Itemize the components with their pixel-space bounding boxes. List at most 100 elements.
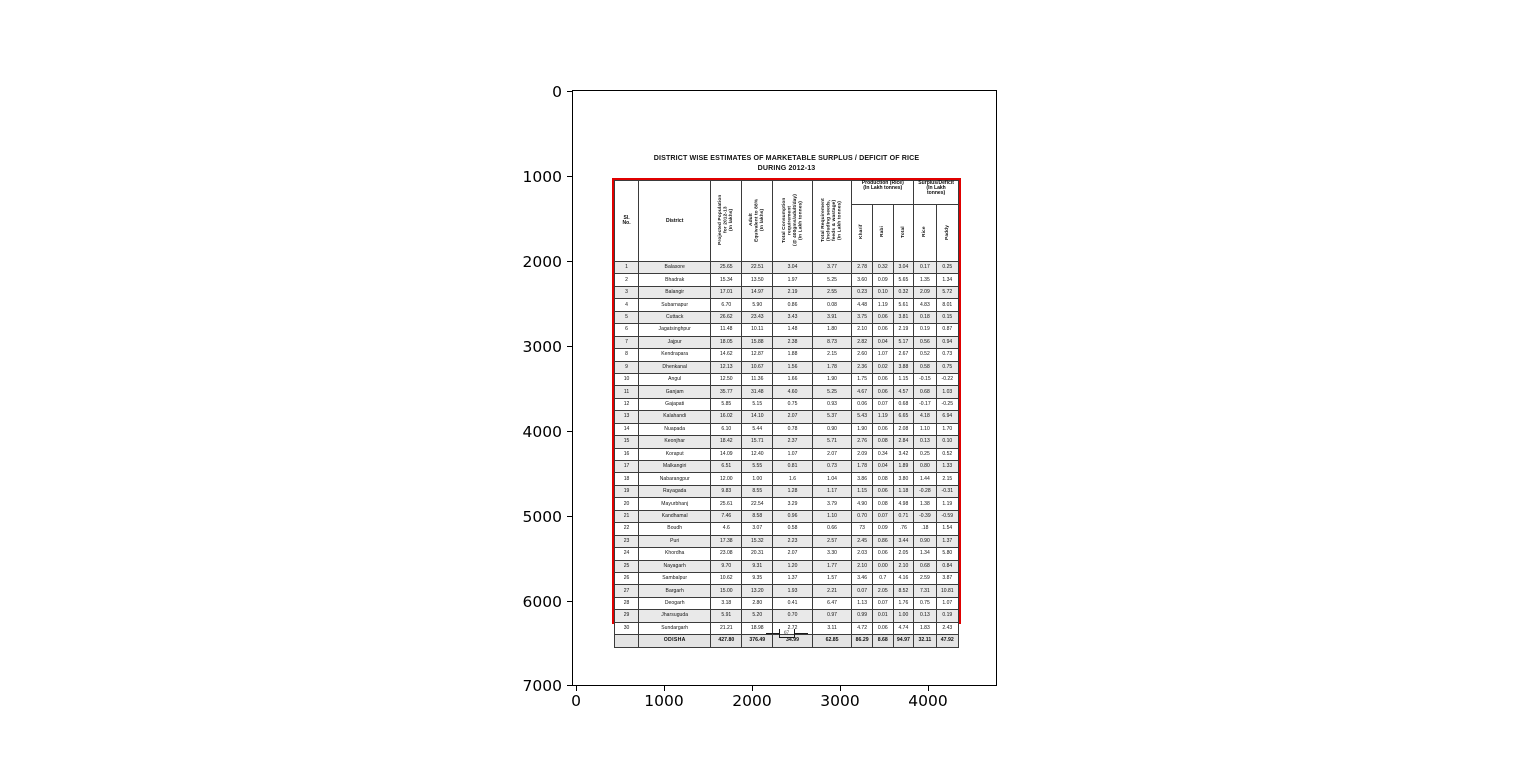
cell-adult-equivalent: 31.48 xyxy=(741,385,774,399)
cell-total-consumption: 1.37 xyxy=(772,571,813,586)
cell-total-requirement: 3.77 xyxy=(811,261,853,275)
cell-surplus-rice: 1.10 xyxy=(913,422,937,437)
cell-projected-population: 18.05 xyxy=(710,335,743,350)
cell-district: Koraput xyxy=(638,447,712,462)
x-tick-label: 2000 xyxy=(732,692,772,710)
cell-district: Boudh xyxy=(638,522,712,536)
cell-surplus-rice: -0.28 xyxy=(913,484,937,499)
table-row: 25 Nayagarh 9.70 9.31 1.20 1.77 2.10 0.00 2.10 0.… xyxy=(613,559,960,574)
cell-surplus-paddy: 2.15 xyxy=(935,472,960,486)
cell-sl-no: 18 xyxy=(613,472,640,486)
x-tick-mark xyxy=(840,686,842,691)
cell-total-requirement: 2.15 xyxy=(811,348,853,362)
col-header-total-consumption-label: Total Consumption requirement (@ 400gms/… xyxy=(781,194,803,246)
cell-kharif: 3.46 xyxy=(851,571,873,586)
cell-adult-equivalent: 13.50 xyxy=(741,273,774,287)
cell-surplus-paddy: 0.15 xyxy=(935,310,960,325)
col-header-adult-equivalent-label: Adult Equivalent to 88% (In lakhs) xyxy=(749,198,765,242)
table-row: 22 Boudh 4.6 3.07 0.58 0.66 73 0.09.76.18 1.54 xyxy=(613,522,960,536)
cell-projected-population: 25.61 xyxy=(710,497,743,511)
cell-kharif: 3.75 xyxy=(851,310,873,325)
cell-surplus-rice: 0.52 xyxy=(913,348,937,362)
total-cell-total-requirement: 62.85 xyxy=(811,634,853,648)
cell-surplus-paddy: 1.33 xyxy=(935,460,960,474)
cell-sl-no: 22 xyxy=(613,522,640,536)
cell-kharif: 0.07 xyxy=(851,584,873,598)
col-header-production-total: Total xyxy=(892,203,915,263)
cell-surplus-rice: 0.80 xyxy=(913,460,937,474)
cell-kharif: 0.99 xyxy=(851,609,873,623)
cell-kharif: 1.13 xyxy=(851,596,873,611)
cell-surplus-paddy: -0.25 xyxy=(935,397,960,412)
cell-total-consumption: 2.23 xyxy=(772,534,813,549)
cell-total-consumption: 3.29 xyxy=(772,497,813,511)
y-tick-label: 2000 xyxy=(522,253,562,271)
cell-rabi: 0.04 xyxy=(871,335,894,350)
cell-total-requirement: 0.66 xyxy=(811,522,853,536)
cell-surplus-rice: 1.38 xyxy=(913,497,937,511)
cell-total-requirement: 1.57 xyxy=(811,571,853,586)
document-title: DISTRICT WISE ESTIMATES OF MARKETABLE SU… xyxy=(610,143,963,174)
cell-district: Jajpur xyxy=(638,335,712,350)
cell-kharif: 2.10 xyxy=(851,323,873,337)
cell-production-total: 5.17 xyxy=(892,335,915,350)
cell-projected-population: 12.13 xyxy=(710,360,743,375)
table-row: 29 Jharsuguda 5.91 5.20 0.70 0.97 0.99 0.01 1.00… xyxy=(613,609,960,623)
cell-surplus-rice: -0.39 xyxy=(913,509,937,524)
cell-total-consumption: 4.60 xyxy=(772,385,813,399)
total-cell-surplus-rice: 32.11 xyxy=(913,634,937,648)
document-title-line2: DURING 2012-13 xyxy=(757,164,816,173)
cell-total-consumption: 1.6 xyxy=(772,472,813,486)
cell-district: Kendrapara xyxy=(638,348,712,362)
cell-surplus-paddy: 0.84 xyxy=(935,559,960,574)
cell-surplus-paddy: 10.81 xyxy=(935,584,960,598)
cell-total-requirement: 0.90 xyxy=(811,422,853,437)
cell-kharif: 2.78 xyxy=(851,261,873,275)
cell-total-consumption: 1.97 xyxy=(772,273,813,287)
cell-production-total: 3.88 xyxy=(892,360,915,375)
cell-rabi: 0.06 xyxy=(871,323,894,337)
cell-surplus-rice: 2.09 xyxy=(913,285,937,300)
cell-surplus-rice: 2.59 xyxy=(913,571,937,586)
cell-district: Ganjam xyxy=(638,385,712,399)
cell-kharif: 73 xyxy=(851,522,873,536)
cell-total-consumption: 1.20 xyxy=(772,559,813,574)
cell-total-consumption: 3.04 xyxy=(772,261,813,275)
cell-sl-no: 3 xyxy=(613,285,640,300)
cell-projected-population: 7.46 xyxy=(710,509,743,524)
cell-adult-equivalent: 5.90 xyxy=(741,298,774,312)
cell-surplus-rice: 0.19 xyxy=(913,323,937,337)
total-cell-surplus-paddy: 47.92 xyxy=(935,634,960,648)
x-tick-label: 4000 xyxy=(908,692,948,710)
cell-total-requirement: 0.73 xyxy=(811,460,853,474)
cell-surplus-rice: 0.68 xyxy=(913,559,937,574)
table-row: 21 Kandhamal 7.46 8.58 0.96 1.10 0.70 0.07 0.71-… xyxy=(613,509,960,524)
cell-production-total: 2.84 xyxy=(892,435,915,449)
cell-total-requirement: 1.04 xyxy=(811,472,853,486)
cell-surplus-paddy: 0.87 xyxy=(935,323,960,337)
cell-sl-no: 5 xyxy=(613,310,640,325)
y-tick-mark xyxy=(567,90,572,92)
cell-projected-population: 14.62 xyxy=(710,348,743,362)
cell-production-total: 0.68 xyxy=(892,397,915,412)
x-tick-label: 0 xyxy=(571,692,581,710)
cell-projected-population: 6.70 xyxy=(710,298,743,312)
total-cell-district: ODISHA xyxy=(638,634,712,648)
cell-total-consumption: 1.66 xyxy=(772,372,813,387)
cell-sl-no: 23 xyxy=(613,534,640,549)
cell-adult-equivalent: 15.71 xyxy=(741,435,774,449)
col-header-kharif-label: Kharif xyxy=(859,224,865,240)
cell-sl-no: 15 xyxy=(613,435,640,449)
cell-sl-no: 9 xyxy=(613,360,640,375)
cell-district: Mayurbhanj xyxy=(638,497,712,511)
cell-production-total: 2.08 xyxy=(892,422,915,437)
cell-surplus-paddy: 3.87 xyxy=(935,571,960,586)
table-row: 14 Nuapada 6.10 5.44 0.78 0.90 1.90 0.06 2.08 1.1… xyxy=(613,422,960,437)
col-header-surplus-paddy: Paddy xyxy=(935,203,960,263)
cell-kharif: 2.36 xyxy=(851,360,873,375)
col-header-production-group: Production (Rice) (In Lakh tonnes) xyxy=(851,180,915,205)
cell-surplus-paddy: 1.07 xyxy=(935,596,960,611)
table-row: 12 Gajapati 5.85 5.15 0.75 0.93 0.06 0.07 0.68 -0… xyxy=(613,397,960,412)
cell-projected-population: 35.77 xyxy=(710,385,743,399)
cell-total-consumption: 2.72 xyxy=(772,621,813,636)
